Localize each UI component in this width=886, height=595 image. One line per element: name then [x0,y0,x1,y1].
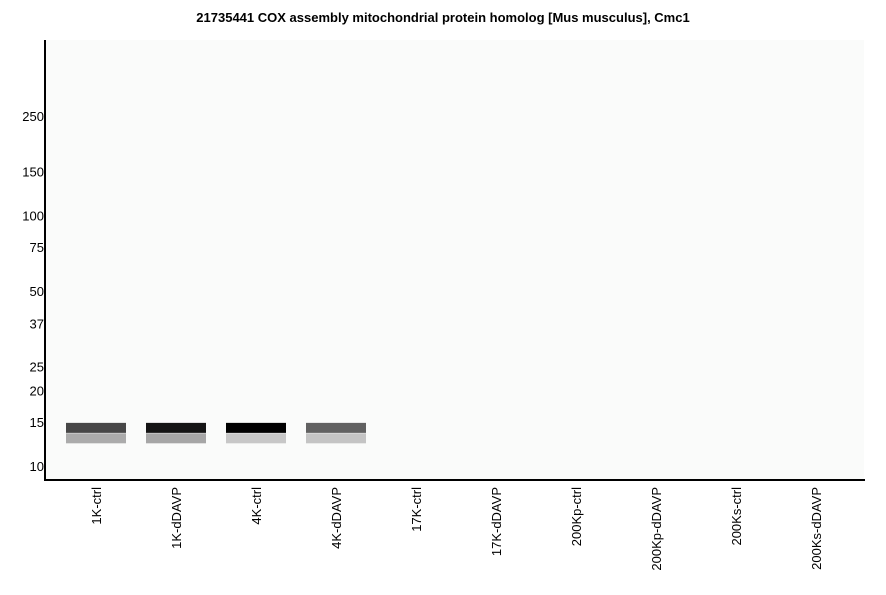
y-tick-label-75: 75 [30,240,44,255]
chart-title: 21735441 COX assembly mitochondrial prot… [196,10,690,25]
band-1K-ctrl-lower [66,433,126,444]
lane-label-17K-ctrl: 17K-ctrl [409,487,424,532]
y-tick-label-50: 50 [30,284,44,299]
lane-label-1K-dDAVP: 1K-dDAVP [169,487,184,549]
y-tick-label-10: 10 [30,459,44,474]
y-tick-label-37: 37 [30,317,44,332]
lane-label-200Kp-ctrl: 200Kp-ctrl [569,487,584,546]
band-4K-dDAVP-lower [306,433,366,444]
lane-label-17K-dDAVP: 17K-dDAVP [489,487,504,556]
lane-label-200Ks-dDAVP: 200Ks-dDAVP [809,487,824,570]
lane-label-200Ks-ctrl: 200Ks-ctrl [729,487,744,546]
band-1K-ctrl-upper [66,422,126,433]
y-tick-label-15: 15 [30,415,44,430]
y-tick-labels: 10 15 20 25 37 50 75 100 150 250 [22,109,44,474]
y-tick-label-20: 20 [30,384,44,399]
lane-label-1K-ctrl: 1K-ctrl [89,487,104,525]
plot-panel [46,40,864,479]
lane-label-4K-dDAVP: 4K-dDAVP [329,487,344,549]
band-4K-ctrl-upper [226,422,286,433]
y-tick-label-250: 250 [22,109,44,124]
band-1K-dDAVP-lower [146,433,206,444]
bands-layer [66,422,366,444]
y-tick-label-150: 150 [22,165,44,180]
y-tick-label-100: 100 [22,209,44,224]
y-tick-label-25: 25 [30,359,44,374]
lane-label-200Kp-dDAVP: 200Kp-dDAVP [649,487,664,571]
band-4K-dDAVP-upper [306,422,366,433]
band-1K-dDAVP-upper [146,422,206,433]
lane-label-4K-ctrl: 4K-ctrl [249,487,264,525]
band-4K-ctrl-lower [226,433,286,444]
lane-labels: 1K-ctrl 1K-dDAVP 4K-ctrl 4K-dDAVP 17K-ctrl 17… [89,487,824,571]
